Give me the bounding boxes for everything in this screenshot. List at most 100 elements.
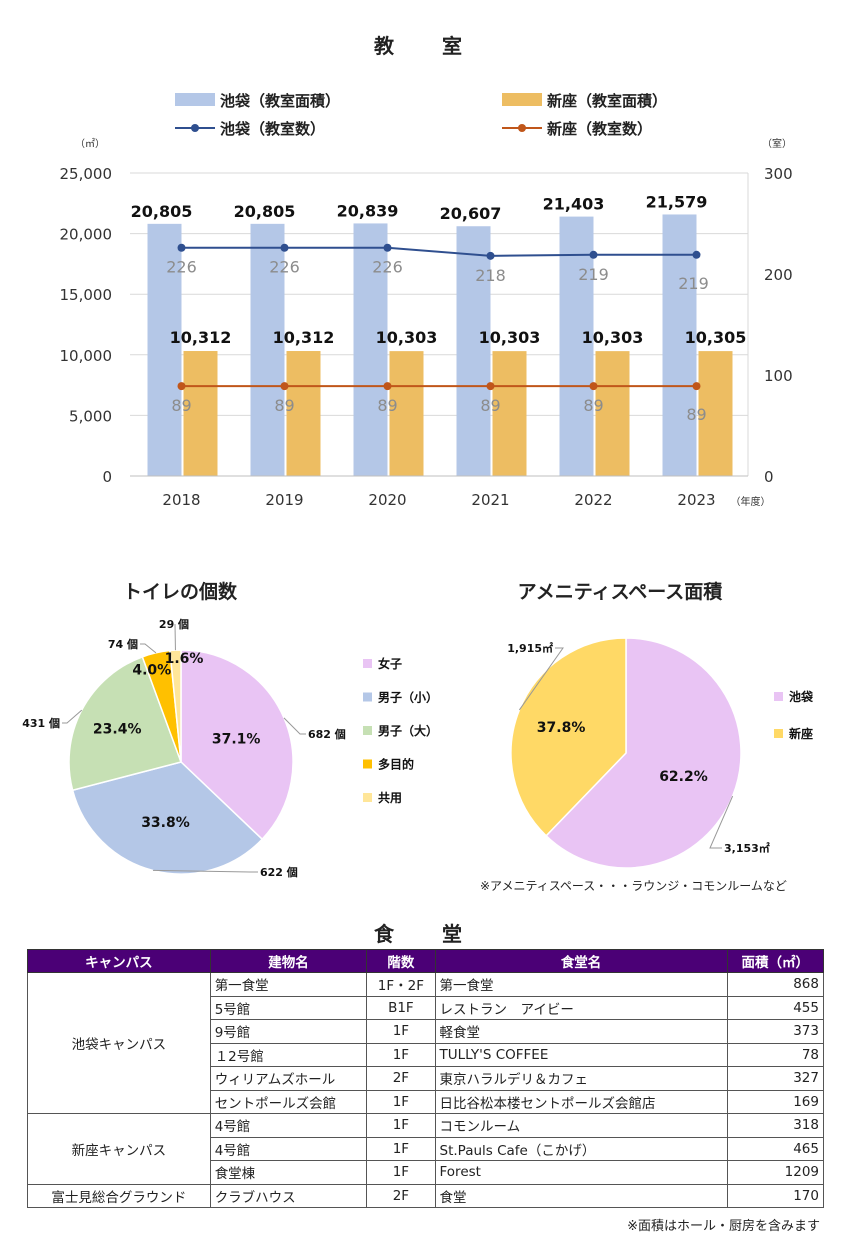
bar-label-ikebukuro: 20,607 [440, 204, 502, 223]
bar-label-niiza: 10,303 [376, 328, 438, 347]
bar-label-ikebukuro: 20,805 [234, 202, 296, 221]
table-row: ウィリアムズホール 2F 東京ハラルデリ＆カフェ 327 [28, 1066, 825, 1091]
legend-swatch [502, 93, 542, 106]
dining-table: キャンパス 建物名 階数 食堂名 面積（㎡） 池袋キャンパス 第一食堂 1F・2F 第… [27, 949, 825, 1208]
category-label: 2022 [574, 491, 612, 509]
line-point [177, 382, 186, 391]
header-building: 建物名 [209, 949, 368, 973]
pie-legend-label: 池袋 [789, 689, 814, 704]
bar-label-niiza: 10,312 [273, 328, 335, 347]
table-row: 新座キャンパス 4号館 1F コモンルーム 318 [27, 1113, 825, 1185]
building-cell: 5号館 [209, 995, 368, 1020]
table-row: 4号館 1F St.Pauls Cafe（こかげ） 465 [28, 1136, 825, 1161]
leader-line [152, 869, 258, 873]
floor-cell: 1F [366, 1113, 436, 1138]
bar-label-niiza: 10,312 [170, 328, 232, 347]
floor-cell: 1F [366, 1019, 436, 1044]
table-row: １2号館 1F TULLY'S COFFEE 78 [28, 1042, 825, 1067]
line-point [280, 243, 289, 252]
building-cell: ウィリアムズホール [209, 1066, 368, 1091]
bar-ikebukuro-area [353, 223, 388, 476]
line-point [692, 250, 701, 259]
line-value-label: 89 [686, 405, 706, 424]
dining-header-row: キャンパス 建物名 階数 食堂名 面積（㎡） [27, 949, 825, 973]
right-tick-label: 200 [764, 266, 793, 284]
pie-count-label: 3,153㎡ [724, 841, 770, 855]
legend-label: 池袋（教室面積） [220, 92, 340, 110]
pie-legend-swatch [363, 726, 372, 735]
left-unit: （㎡） [75, 138, 105, 150]
line-point [486, 251, 495, 260]
pie-count-label: 29 個 [159, 617, 189, 631]
amenity-title: アメニティスペース面積 [517, 581, 723, 603]
bar-label-niiza: 10,305 [685, 328, 747, 347]
floor-cell: 1F [366, 1136, 436, 1161]
line-point [280, 382, 289, 391]
building-cell: クラブハウス [209, 1183, 368, 1208]
line-value-label: 218 [475, 266, 506, 285]
bar-niiza-area [183, 351, 218, 476]
pie-legend-swatch [363, 793, 372, 802]
classroom-title: 教 室 [374, 34, 476, 58]
bar-ikebukuro-area [662, 214, 697, 476]
area-cell: 455 [726, 995, 825, 1020]
line-value-label: 226 [166, 258, 197, 277]
building-cell: 4号館 [209, 1113, 368, 1138]
line-point [383, 382, 392, 391]
pie-count-label: 622 個 [260, 865, 298, 879]
bar-niiza-area [698, 351, 733, 476]
name-cell: TULLY'S COFFEE [434, 1042, 728, 1067]
floor-cell: 1F [366, 1042, 436, 1067]
left-tick-label: 0 [102, 468, 112, 486]
right-tick-label: 300 [764, 165, 793, 183]
line-value-label: 219 [578, 265, 609, 284]
pie-legend-label: 男子（大） [378, 723, 438, 738]
pie-legend-label: 男子（小） [378, 690, 438, 705]
toilet-pie-chart: 37.1% 682 個 33.8% 622 個 23.4% 431 個 4.0% 74 個 1.… [22, 617, 438, 879]
bar-label-niiza: 10,303 [479, 328, 541, 347]
name-cell: Forest [434, 1160, 728, 1185]
category-label: 2023 [677, 491, 715, 509]
amenity-note: ※アメニティスペース・・・ラウンジ・コモンルームなど [480, 879, 787, 893]
building-cell: 食堂棟 [209, 1160, 368, 1185]
pie-legend-swatch [774, 729, 783, 738]
building-cell: セントポールズ会館 [209, 1089, 368, 1114]
line-value-label: 89 [583, 396, 603, 415]
line-point [589, 250, 598, 259]
pie-percent-label: 1.6% [165, 651, 204, 667]
leader-line [283, 717, 306, 735]
name-cell: コモンルーム [434, 1113, 728, 1138]
bar-label-ikebukuro: 20,839 [337, 201, 399, 220]
building-cell: １2号館 [209, 1042, 368, 1067]
building-cell: 4号館 [209, 1136, 368, 1161]
bar-label-niiza: 10,303 [582, 328, 644, 347]
bar-ikebukuro-area [559, 216, 594, 476]
floor-cell: 2F [366, 1066, 436, 1091]
legend-label: 新座（教室面積） [547, 92, 667, 110]
area-cell: 868 [726, 972, 825, 997]
pie-percent-label: 62.2% [659, 769, 708, 785]
pie-legend-swatch [363, 692, 372, 702]
header-area: 面積（㎡） [726, 949, 825, 973]
bar-label-ikebukuro: 21,403 [543, 195, 605, 214]
pie-legend-swatch [363, 759, 372, 769]
dining-body: 池袋キャンパス 第一食堂 1F・2F 第一食堂 868 5号館 B1F レストラン アイビー 4… [27, 972, 825, 1208]
pie-legend-label: 女子 [378, 656, 402, 671]
legend-label: 池袋（教室数） [220, 120, 325, 138]
right-tick-label: 100 [764, 367, 793, 385]
bar-ikebukuro-area [456, 226, 491, 476]
line-point [177, 243, 186, 252]
pie-percent-label: 37.8% [537, 720, 586, 736]
line-value-label: 89 [171, 396, 191, 415]
classroom-chart: 0 5,000 10,000 15,000 20,000 25,000 0 100 200 300… [60, 92, 793, 509]
area-cell: 465 [726, 1136, 825, 1161]
header-cafeteria: 食堂名 [434, 949, 728, 973]
bar-label-ikebukuro: 20,805 [131, 202, 193, 221]
pie-percent-label: 23.4% [93, 722, 142, 738]
left-tick-label: 5,000 [69, 407, 112, 425]
dining-note: ※面積はホール・厨房を含みます [627, 1219, 820, 1234]
pie-percent-label: 33.8% [141, 815, 190, 831]
campus-cell: 池袋キャンパス [27, 972, 211, 1114]
pie-slice [68, 655, 182, 792]
